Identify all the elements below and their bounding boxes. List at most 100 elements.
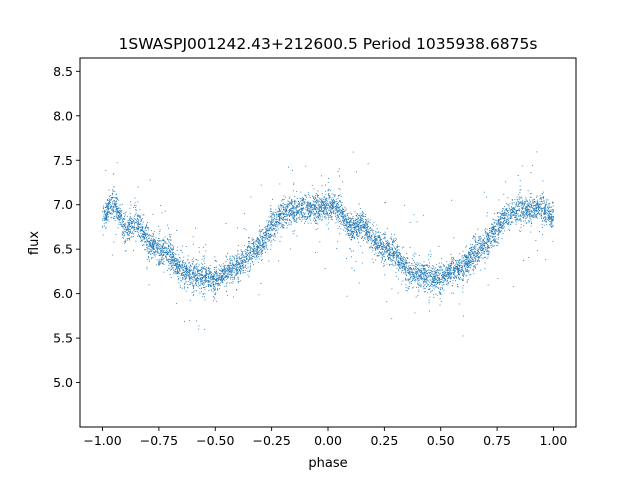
data-point bbox=[324, 206, 326, 207]
data-point bbox=[189, 269, 191, 271]
data-point bbox=[502, 223, 504, 225]
data-point bbox=[205, 273, 207, 275]
data-point bbox=[227, 270, 229, 272]
data-point bbox=[107, 206, 109, 208]
data-point bbox=[133, 224, 135, 226]
data-point bbox=[419, 265, 421, 267]
data-point bbox=[489, 227, 490, 229]
data-point bbox=[490, 227, 492, 229]
data-point bbox=[291, 200, 293, 202]
data-point bbox=[508, 215, 510, 217]
data-point bbox=[227, 274, 229, 276]
data-point bbox=[115, 200, 117, 202]
data-point bbox=[202, 293, 204, 295]
data-point bbox=[357, 224, 359, 225]
data-point bbox=[319, 210, 321, 212]
data-point bbox=[185, 246, 187, 247]
data-point bbox=[422, 287, 424, 289]
data-point bbox=[425, 274, 427, 276]
data-point bbox=[214, 293, 216, 295]
data-point bbox=[275, 225, 277, 227]
data-point bbox=[116, 205, 118, 207]
data-point bbox=[353, 238, 355, 239]
data-point bbox=[282, 202, 284, 204]
data-point bbox=[298, 216, 300, 218]
data-point bbox=[466, 261, 468, 263]
data-point bbox=[203, 258, 205, 260]
data-point bbox=[324, 196, 326, 198]
data-point bbox=[186, 264, 188, 266]
data-point bbox=[166, 259, 168, 261]
data-point bbox=[115, 233, 117, 235]
data-point bbox=[211, 275, 213, 277]
data-point bbox=[479, 238, 481, 240]
data-point bbox=[315, 204, 316, 206]
data-point bbox=[248, 271, 250, 273]
data-point bbox=[244, 265, 246, 267]
data-point bbox=[513, 202, 515, 204]
data-point bbox=[165, 242, 167, 244]
data-point bbox=[449, 272, 451, 274]
data-point bbox=[110, 199, 112, 201]
data-point bbox=[328, 222, 330, 224]
data-point bbox=[377, 248, 378, 250]
data-point bbox=[424, 291, 426, 293]
data-point bbox=[138, 226, 140, 228]
data-point bbox=[270, 222, 272, 223]
data-point bbox=[385, 201, 387, 203]
data-point bbox=[376, 238, 378, 240]
data-point bbox=[427, 285, 429, 287]
data-point bbox=[289, 218, 290, 220]
data-point bbox=[306, 218, 308, 220]
data-point bbox=[511, 198, 513, 200]
data-point bbox=[369, 247, 371, 249]
data-point bbox=[472, 251, 474, 253]
data-point bbox=[161, 263, 163, 265]
data-point bbox=[343, 214, 345, 216]
data-point bbox=[180, 250, 182, 252]
data-point bbox=[526, 216, 528, 218]
data-point bbox=[501, 217, 503, 219]
data-point bbox=[192, 263, 194, 265]
data-point bbox=[475, 244, 477, 246]
data-point bbox=[547, 212, 549, 214]
data-point bbox=[331, 193, 333, 195]
data-point bbox=[379, 241, 381, 243]
data-point bbox=[393, 257, 394, 259]
data-point bbox=[463, 264, 465, 266]
data-point bbox=[383, 245, 385, 246]
data-point bbox=[472, 236, 474, 238]
data-point bbox=[475, 239, 476, 241]
data-point bbox=[449, 274, 451, 276]
data-point bbox=[137, 186, 139, 188]
data-point bbox=[386, 244, 388, 246]
data-point bbox=[325, 205, 327, 207]
data-point bbox=[171, 254, 173, 256]
data-point bbox=[335, 204, 337, 205]
data-point bbox=[171, 261, 173, 263]
data-point bbox=[142, 239, 144, 241]
data-point bbox=[512, 209, 513, 211]
data-point bbox=[510, 212, 512, 214]
data-point bbox=[502, 212, 503, 214]
data-point bbox=[471, 257, 472, 259]
data-point bbox=[210, 289, 212, 291]
data-point bbox=[533, 201, 535, 203]
data-point bbox=[110, 217, 112, 219]
data-point bbox=[516, 202, 518, 204]
data-point bbox=[471, 261, 473, 263]
data-point bbox=[418, 268, 419, 270]
data-point bbox=[375, 235, 376, 237]
data-point bbox=[504, 208, 506, 210]
data-point bbox=[492, 232, 494, 234]
data-point bbox=[256, 245, 258, 247]
data-point bbox=[504, 206, 505, 207]
data-point bbox=[343, 210, 345, 212]
data-point bbox=[351, 227, 353, 229]
data-point bbox=[260, 252, 262, 254]
data-point bbox=[432, 265, 434, 266]
data-point bbox=[448, 282, 450, 284]
data-point bbox=[464, 268, 466, 270]
data-point bbox=[249, 254, 251, 256]
data-point bbox=[516, 213, 518, 215]
